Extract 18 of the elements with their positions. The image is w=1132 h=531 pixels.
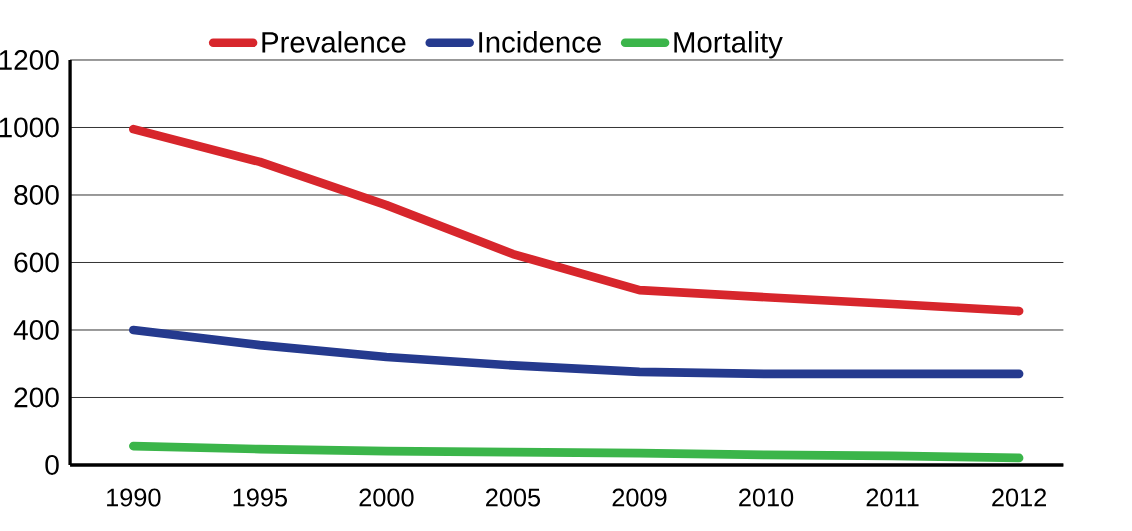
y-tick-label: 800 bbox=[14, 185, 59, 205]
y-tick-label: 0 bbox=[45, 455, 59, 475]
x-tick-label: 2000 bbox=[359, 488, 414, 507]
legend-label: Prevalence bbox=[262, 31, 406, 53]
x-tick-label: 2010 bbox=[739, 488, 794, 507]
x-tick-label: 1995 bbox=[233, 488, 287, 507]
y-tick-label: 600 bbox=[14, 252, 59, 273]
y-tick-label: 400 bbox=[13, 320, 59, 340]
legend-label: Mortality bbox=[674, 31, 783, 59]
y-tick-label: 1000 bbox=[0, 117, 59, 138]
x-tick-label: 2012 bbox=[992, 488, 1046, 507]
x-tick-label: 1990 bbox=[107, 488, 161, 507]
x-tick-label: 2011 bbox=[866, 488, 919, 507]
x-tick-label: 2009 bbox=[612, 488, 667, 507]
legend-label: Incidence bbox=[479, 31, 601, 53]
x-tick-label: 2005 bbox=[486, 488, 541, 507]
y-tick-label: 1200 bbox=[0, 50, 59, 70]
y-tick-label: 200 bbox=[14, 387, 59, 408]
